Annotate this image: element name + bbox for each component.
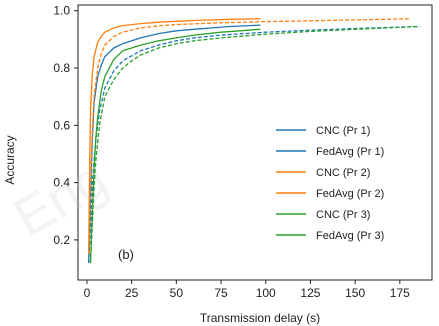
x-tick-label: 75 [214,286,228,300]
series-line [89,25,420,263]
legend-label: FedAvg (Pr 2) [316,188,384,200]
legend-label: CNC (Pr 3) [316,209,370,221]
legend-label: CNC (Pr 2) [316,167,370,179]
panel-label: (b) [118,247,134,262]
series-line [88,25,420,263]
series-line [89,28,261,263]
y-tick-label: 1.0 [53,4,70,18]
x-axis-label: Transmission delay (s) [200,311,320,325]
legend-label: FedAvg (Pr 3) [316,230,384,242]
legend-label: FedAvg (Pr 1) [316,146,384,158]
y-tick-label: 0.4 [53,176,70,190]
legend-label: CNC (Pr 1) [316,125,370,137]
y-axis-label: Accuracy [3,135,17,184]
y-tick-label: 0.2 [53,233,70,247]
x-tick-label: 175 [390,286,410,300]
x-axis-ticks: 0 25 50 75 100 125 150 175 [84,280,410,300]
series-line [88,18,409,255]
x-tick-label: 125 [300,286,320,300]
y-tick-label: 0.6 [53,118,70,132]
series-line [88,18,261,255]
series-line [88,24,261,263]
legend: CNC (Pr 1) FedAvg (Pr 1) CNC (Pr 2) FedAvg … [276,125,384,242]
series-curves [88,18,420,263]
y-axis-ticks: 0.2 0.4 0.6 0.8 1.0 [53,4,78,247]
x-tick-label: 100 [256,286,276,300]
x-tick-label: 25 [125,286,139,300]
x-tick-label: 50 [170,286,184,300]
plot-frame [77,4,433,281]
y-tick-label: 0.8 [53,61,70,75]
x-tick-label: 0 [84,286,91,300]
x-tick-label: 150 [345,286,365,300]
